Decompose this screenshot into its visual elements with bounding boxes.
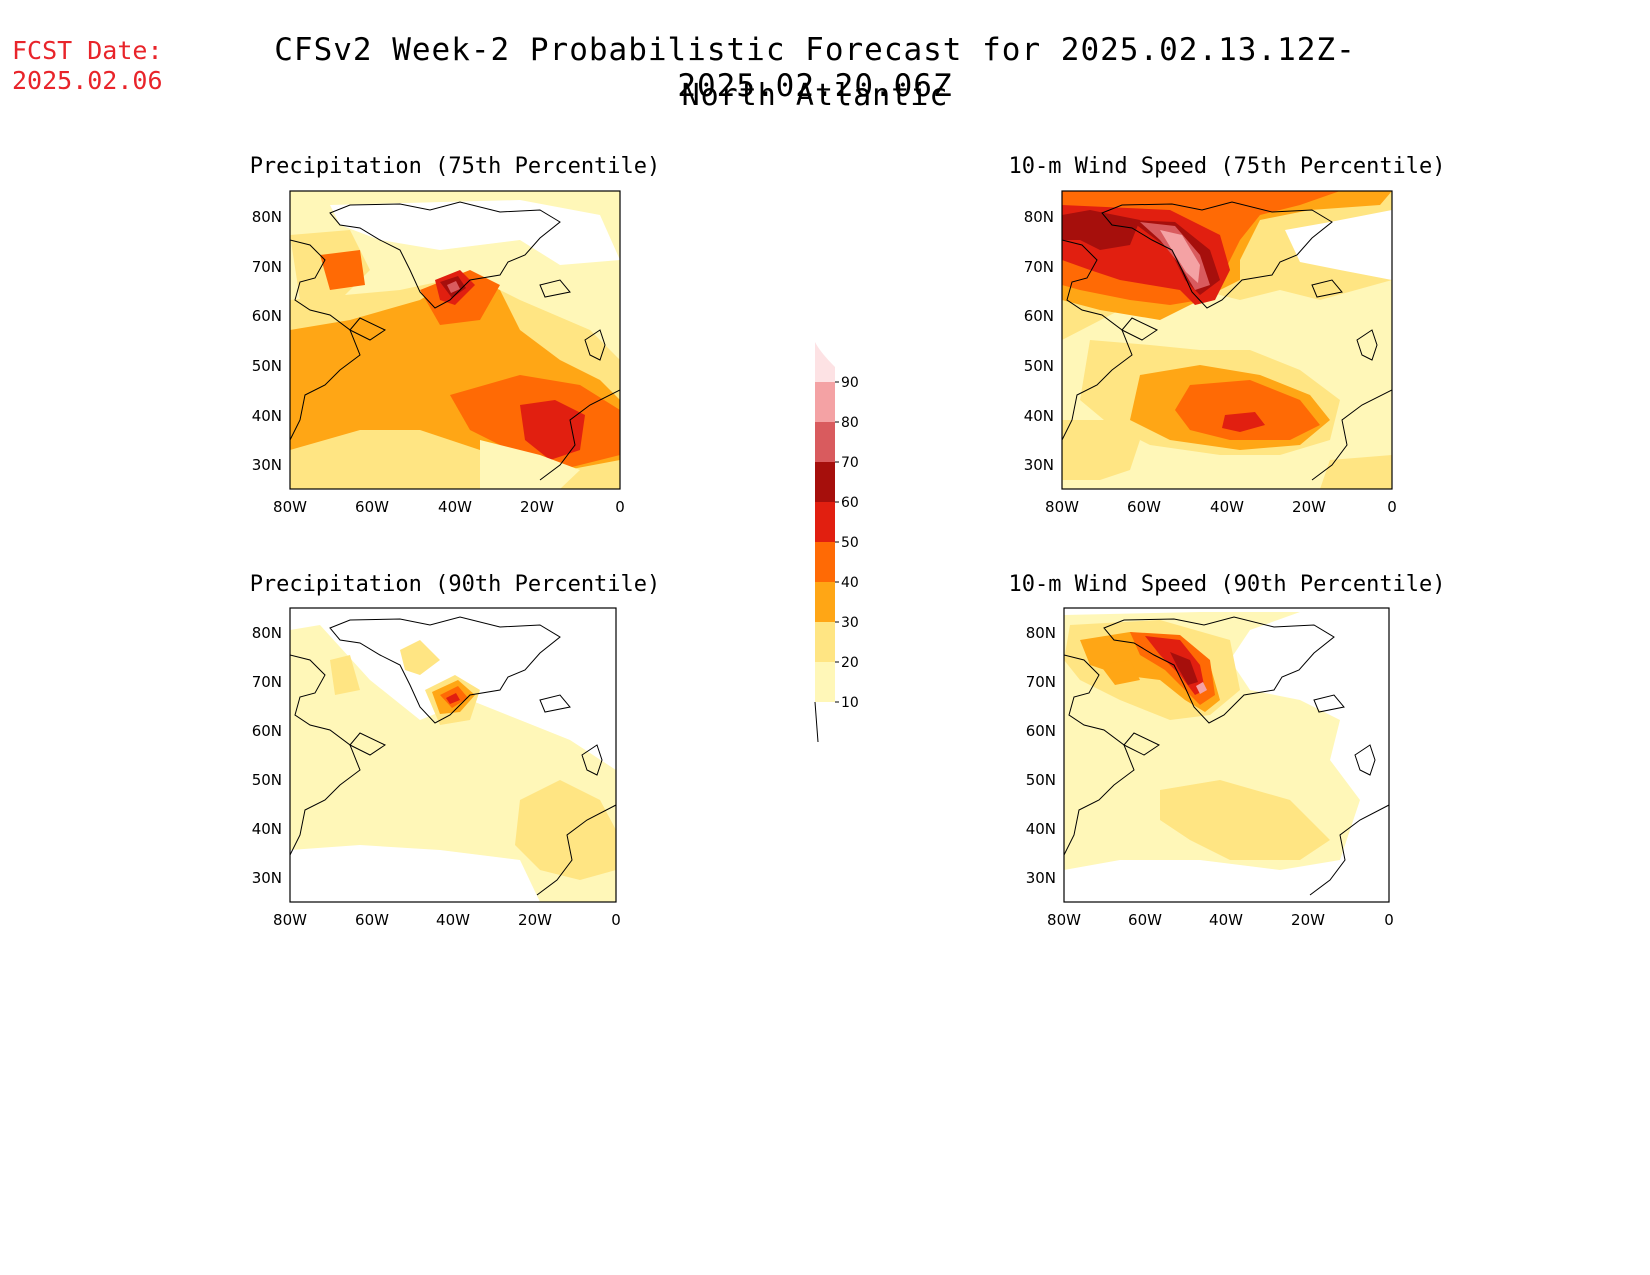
map-frame xyxy=(289,190,621,490)
svg-text:40W: 40W xyxy=(1209,911,1243,929)
svg-text:20W: 20W xyxy=(520,498,554,516)
colorbar-label: 60 xyxy=(841,495,859,511)
svg-text:60W: 60W xyxy=(355,911,389,929)
lon-axis: 80W 60W 40W 20W 0 xyxy=(273,911,621,929)
coastline xyxy=(290,201,620,481)
svg-text:20W: 20W xyxy=(1292,498,1326,516)
svg-text:40W: 40W xyxy=(436,911,470,929)
svg-text:80N: 80N xyxy=(1024,208,1054,226)
coastline xyxy=(290,616,616,896)
colorbar-swatch xyxy=(815,422,835,462)
svg-text:70N: 70N xyxy=(252,673,282,691)
svg-text:80W: 80W xyxy=(1047,911,1081,929)
svg-text:60W: 60W xyxy=(1128,911,1162,929)
svg-text:40N: 40N xyxy=(1026,820,1056,838)
panel-title: 10-m Wind Speed (75th Percentile) xyxy=(1008,154,1445,179)
svg-text:40W: 40W xyxy=(1210,498,1244,516)
svg-text:80N: 80N xyxy=(1026,624,1056,642)
svg-text:0: 0 xyxy=(611,911,621,929)
svg-text:80W: 80W xyxy=(1045,498,1079,516)
colorbar-swatch xyxy=(815,662,835,702)
svg-text:20W: 20W xyxy=(518,911,552,929)
panel-precip-75: Precipitation (75th Percentile) xyxy=(250,154,661,516)
fcst-date-label: FCST Date: xyxy=(12,36,163,65)
lon-axis: 80W 60W 40W 20W 0 xyxy=(1045,498,1397,516)
panel-wind-90: 10-m Wind Speed (90th Percentile) 80N 7 xyxy=(1008,572,1445,929)
colorbar-label: 50 xyxy=(841,535,859,551)
colorbar-label: 40 xyxy=(841,575,859,591)
page-subtitle: North Atlantic xyxy=(681,78,949,113)
svg-text:80W: 80W xyxy=(273,498,307,516)
svg-text:60N: 60N xyxy=(1024,307,1054,325)
lat-axis: 80N 70N 60N 50N 40N 30N xyxy=(1024,208,1054,474)
svg-text:80N: 80N xyxy=(252,208,282,226)
panel-precip-90: Precipitation (90th Percentile) 80N xyxy=(250,572,661,929)
map-frame xyxy=(289,607,617,903)
svg-text:0: 0 xyxy=(1387,498,1397,516)
page-title: CFSv2 Week-2 Probabilistic Forecast for … xyxy=(274,32,1356,104)
colorbar-swatch xyxy=(815,502,835,542)
svg-text:40N: 40N xyxy=(252,407,282,425)
svg-text:30N: 30N xyxy=(1026,869,1056,887)
colorbar-swatch xyxy=(815,622,835,662)
colorbar-label: 30 xyxy=(841,615,859,631)
lon-axis: 80W 60W 40W 20W 0 xyxy=(1047,911,1394,929)
lat-axis: 80N 70N 60N 50N 40N 30N xyxy=(252,208,282,474)
probability-shading xyxy=(290,191,620,489)
svg-text:60N: 60N xyxy=(252,722,282,740)
map-frame xyxy=(1061,190,1393,490)
colorbar-label: 70 xyxy=(841,455,859,471)
svg-text:0: 0 xyxy=(615,498,625,516)
svg-text:60W: 60W xyxy=(355,498,389,516)
colorbar-swatch xyxy=(815,462,835,502)
svg-text:30N: 30N xyxy=(252,869,282,887)
colorbar-swatch xyxy=(815,582,835,622)
panel-wind-75: 10-m Wind Speed (75th Percentile) xyxy=(1008,154,1445,516)
probability-shading xyxy=(1062,191,1392,489)
svg-text:40N: 40N xyxy=(1024,407,1054,425)
colorbar-label: 80 xyxy=(841,415,859,431)
svg-text:0: 0 xyxy=(1384,911,1394,929)
lat-axis: 80N 70N 60N 50N 40N 30N xyxy=(1026,624,1056,887)
panel-title: Precipitation (90th Percentile) xyxy=(250,572,661,597)
colorbar-label: 20 xyxy=(841,655,859,671)
fcst-date-block: FCST Date: 2025.02.06 xyxy=(12,36,163,96)
svg-text:40N: 40N xyxy=(252,820,282,838)
colorbar-swatch xyxy=(815,342,835,382)
colorbar-swatch xyxy=(815,542,835,582)
svg-text:30N: 30N xyxy=(252,456,282,474)
svg-text:30N: 30N xyxy=(1024,456,1054,474)
svg-text:20W: 20W xyxy=(1291,911,1325,929)
svg-text:40W: 40W xyxy=(438,498,472,516)
panel-title: Precipitation (75th Percentile) xyxy=(250,154,661,179)
colorbar-label: 10 xyxy=(841,695,859,711)
svg-text:70N: 70N xyxy=(1024,258,1054,276)
svg-text:70N: 70N xyxy=(252,258,282,276)
svg-text:60N: 60N xyxy=(252,307,282,325)
colorbar-label: 90 xyxy=(841,375,859,391)
colorbar-swatch xyxy=(815,382,835,422)
lat-axis: 80N 70N 60N 50N 40N 30N xyxy=(252,624,282,887)
svg-text:80N: 80N xyxy=(252,624,282,642)
probability-shading xyxy=(1064,608,1389,902)
colorbar-cap-bottom xyxy=(814,701,819,743)
svg-text:50N: 50N xyxy=(252,771,282,789)
map-frame xyxy=(1063,607,1390,903)
svg-text:50N: 50N xyxy=(1024,357,1054,375)
lon-axis: 80W 60W 40W 20W 0 xyxy=(273,498,625,516)
svg-text:60W: 60W xyxy=(1127,498,1161,516)
fcst-date-value: 2025.02.06 xyxy=(12,66,163,95)
svg-text:50N: 50N xyxy=(1026,771,1056,789)
svg-text:70N: 70N xyxy=(1026,673,1056,691)
coastline xyxy=(1062,201,1392,481)
svg-text:60N: 60N xyxy=(1026,722,1056,740)
colorbar: 10 20 30 40 50 60 70 80 90 xyxy=(814,342,859,743)
panel-title: 10-m Wind Speed (90th Percentile) xyxy=(1008,572,1445,597)
svg-text:80W: 80W xyxy=(273,911,307,929)
svg-text:50N: 50N xyxy=(252,357,282,375)
coastline xyxy=(1064,616,1389,896)
probability-shading xyxy=(290,608,616,902)
